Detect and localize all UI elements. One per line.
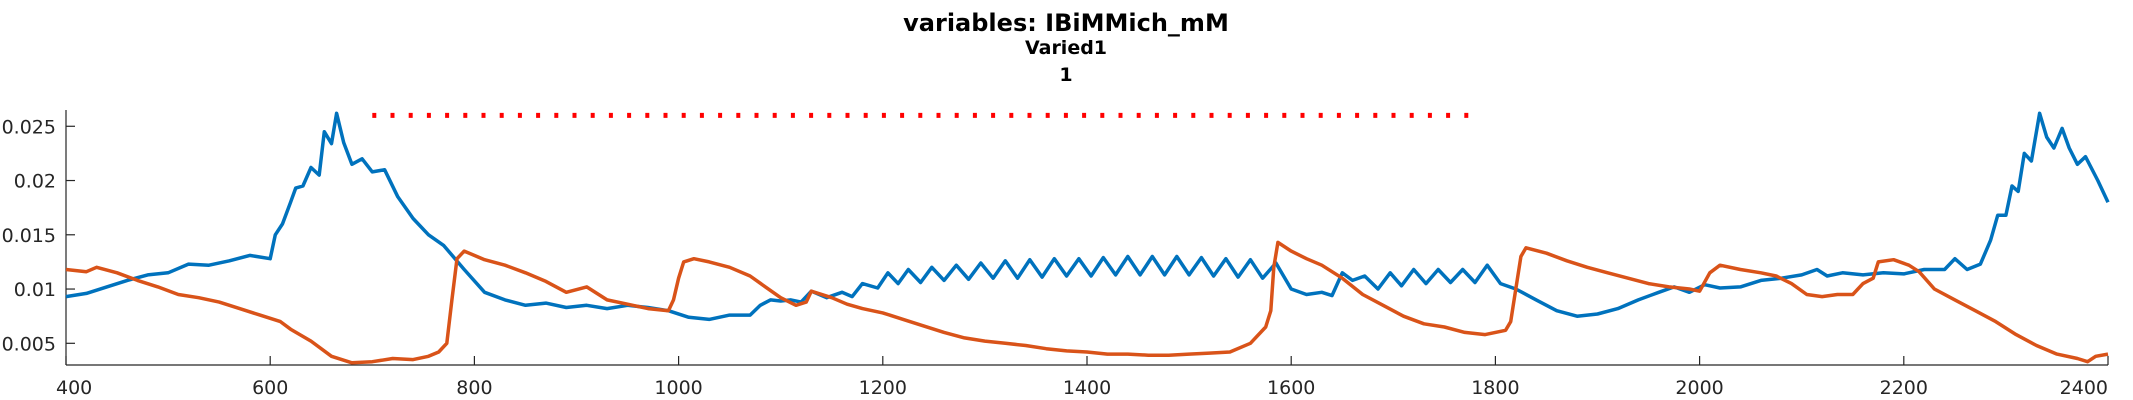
series-group — [65, 111, 2110, 365]
y-tick-label: 0.025 — [2, 116, 56, 138]
x-tick-label: 1600 — [1267, 377, 1315, 399]
series-line-1 — [65, 111, 2110, 322]
x-tick-label: 1400 — [1063, 377, 1111, 399]
y-tick-label: 0.02 — [14, 171, 56, 193]
x-tick-label: 1200 — [859, 377, 907, 399]
series-line-2 — [65, 240, 2109, 365]
x-tick-label: 2200 — [1880, 377, 1928, 399]
x-tick-label: 1000 — [654, 377, 702, 399]
chart-subtitle-2: 1 — [1059, 64, 1072, 86]
axes: 400 600 800 1000 1200 1400 1600 1800 2000 2200 240… — [2, 110, 2109, 399]
x-tick-label: 400 — [56, 377, 92, 399]
x-tick-label: 2000 — [1675, 377, 1723, 399]
x-tick-label: 600 — [252, 377, 288, 399]
y-tick-label: 0.005 — [2, 333, 56, 355]
x-tick-label: 800 — [456, 377, 492, 399]
chart-subtitle: Varied1 — [1025, 37, 1107, 59]
y-tick-label: 0.01 — [14, 279, 56, 301]
x-tick-label: 1800 — [1471, 377, 1519, 399]
x-tick-label: 2400 — [2060, 377, 2108, 399]
y-tick-label: 0.015 — [2, 225, 56, 247]
chart-title: variables: IBiMMich_mM — [903, 9, 1229, 37]
